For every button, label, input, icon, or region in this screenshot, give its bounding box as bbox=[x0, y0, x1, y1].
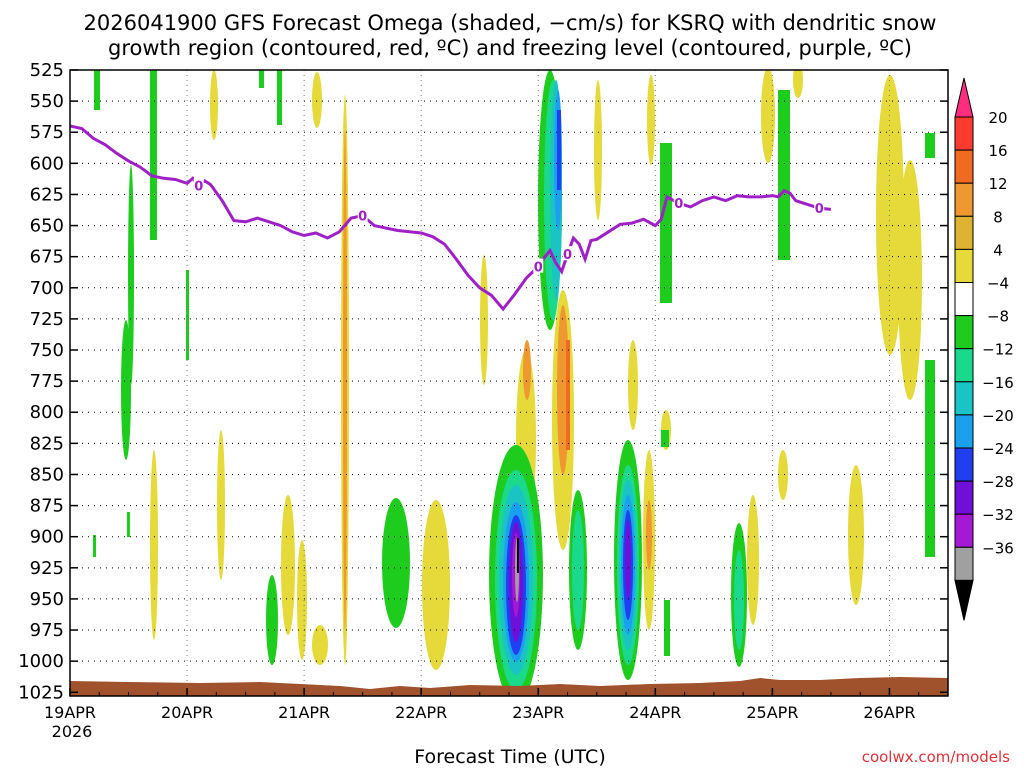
x-axis-year: 2026 bbox=[52, 722, 93, 741]
y-tick-label: 650 bbox=[30, 216, 64, 237]
y-tick-label: 725 bbox=[30, 309, 64, 330]
y-tick-label: 950 bbox=[30, 589, 64, 610]
colorbar-label: 4 bbox=[993, 241, 1003, 259]
colorbar-swatch bbox=[954, 149, 974, 184]
colorbar-swatch bbox=[954, 315, 974, 350]
y-tick-label: 625 bbox=[30, 184, 64, 205]
y-tick-label: 525 bbox=[30, 60, 64, 81]
y-tick-label: 900 bbox=[30, 527, 64, 548]
x-tick-label: 22APR bbox=[395, 703, 447, 722]
colorbar-bottom-arrow bbox=[954, 579, 974, 621]
y-tick-label: 975 bbox=[30, 620, 64, 641]
colorbar-swatch bbox=[954, 414, 974, 449]
x-tick-label: 21APR bbox=[278, 703, 330, 722]
colorbar-label: −16 bbox=[982, 374, 1014, 392]
y-tick-label: 675 bbox=[30, 247, 64, 268]
colorbar-label: −36 bbox=[982, 539, 1014, 557]
colorbar-label: −28 bbox=[982, 473, 1014, 491]
freezing-label-bg bbox=[814, 200, 825, 215]
freezing-level-label: 0 bbox=[674, 197, 683, 212]
credit-text: coolwx.com/models bbox=[862, 748, 1010, 766]
y-tick-label: 550 bbox=[30, 91, 64, 112]
y-tick-label: 1025 bbox=[18, 682, 64, 703]
omega-shading bbox=[93, 70, 935, 696]
colorbar-swatch bbox=[954, 546, 974, 581]
colorbar-label: 16 bbox=[988, 142, 1007, 160]
colorbar-label: −24 bbox=[982, 440, 1014, 458]
freezing-label-bg bbox=[533, 258, 544, 273]
ground-surface bbox=[70, 677, 948, 696]
colorbar: 20 16 12 8 4 −4 −8 −12 −16 −20 −24 −28 −32 −36 bbox=[954, 77, 1014, 621]
y-tick-label: 750 bbox=[30, 340, 64, 361]
y-tick-label: 925 bbox=[30, 558, 64, 579]
freezing-label-bg bbox=[673, 195, 684, 210]
x-tick-label: 23APR bbox=[512, 703, 564, 722]
colorbar-label: −4 bbox=[987, 275, 1009, 293]
freezing-label-bg bbox=[193, 177, 204, 192]
colorbar-label: −20 bbox=[982, 407, 1014, 425]
x-tick-label: 19APR bbox=[44, 703, 96, 722]
x-tick-label: 26APR bbox=[863, 703, 915, 722]
y-tick-label: 850 bbox=[30, 464, 64, 485]
colorbar-label: 8 bbox=[993, 208, 1003, 226]
freezing-level-label: 0 bbox=[563, 248, 572, 263]
y-tick-label: 825 bbox=[30, 433, 64, 454]
y-tick-label: 800 bbox=[30, 402, 64, 423]
colorbar-swatch bbox=[954, 116, 974, 151]
colorbar-label: −32 bbox=[982, 506, 1014, 524]
colorbar-label: −8 bbox=[987, 308, 1009, 326]
y-tick-label: 775 bbox=[30, 371, 64, 392]
freezing-level-label: 0 bbox=[194, 180, 203, 195]
y-tick-label: 700 bbox=[30, 278, 64, 299]
y-tick-label: 875 bbox=[30, 496, 64, 517]
y-tick-label: 1000 bbox=[18, 651, 64, 672]
colorbar-swatch bbox=[954, 447, 974, 482]
colorbar-swatch bbox=[954, 513, 974, 548]
freezing-level-label: 0 bbox=[534, 261, 543, 276]
x-axis-title: Forecast Time (UTC) bbox=[414, 746, 605, 768]
colorbar-swatch bbox=[954, 182, 974, 217]
colorbar-swatch bbox=[954, 248, 974, 283]
y-axis: 525 550 575 600 625 650 675 700 725 750 775 800 825 8… bbox=[18, 60, 948, 703]
freezing-label-bg bbox=[562, 246, 573, 261]
colorbar-swatch bbox=[954, 381, 974, 416]
freezing-label-bg bbox=[357, 207, 368, 222]
chart-title-line-1: 2026041900 GFS Forecast Omega (shaded, −… bbox=[84, 11, 937, 35]
colorbar-swatch bbox=[954, 480, 974, 515]
x-tick-label: 25APR bbox=[746, 703, 798, 722]
y-tick-label: 600 bbox=[30, 153, 64, 174]
colorbar-label: 20 bbox=[988, 109, 1007, 127]
x-tick-label: 20APR bbox=[161, 703, 213, 722]
colorbar-swatch bbox=[954, 348, 974, 383]
colorbar-swatch bbox=[954, 215, 974, 250]
x-axis: 19APR 20APR 21APR 22APR 23APR 24APR 25APR 26APR bbox=[44, 688, 949, 722]
colorbar-label: −12 bbox=[982, 341, 1014, 359]
colorbar-top-arrow bbox=[954, 77, 974, 118]
chart-title-line-2: growth region (contoured, red, ºC) and f… bbox=[108, 36, 912, 60]
freezing-level-label: 0 bbox=[358, 210, 367, 225]
colorbar-label: 12 bbox=[988, 175, 1007, 193]
x-tick-label: 24APR bbox=[629, 703, 681, 722]
freezing-level-label: 0 bbox=[815, 202, 824, 217]
colorbar-swatch bbox=[954, 282, 974, 317]
y-tick-label: 575 bbox=[30, 122, 64, 143]
freezing-level-labels: 0 0 0 0 0 0 bbox=[193, 177, 825, 276]
